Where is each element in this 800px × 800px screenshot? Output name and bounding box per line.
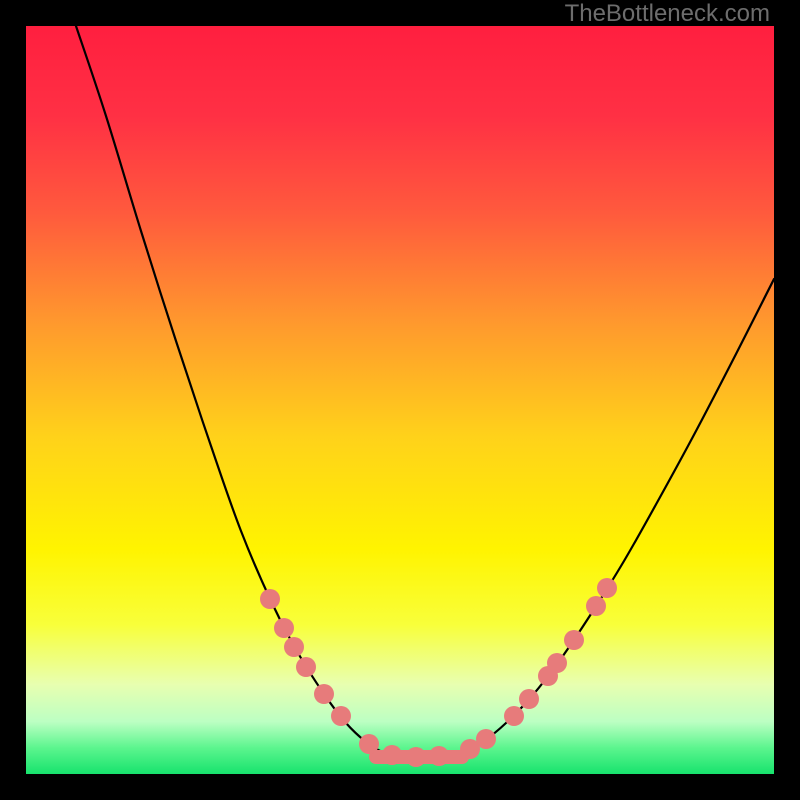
data-marker (597, 578, 617, 598)
data-marker (547, 653, 567, 673)
data-marker (284, 637, 304, 657)
data-marker (476, 729, 496, 749)
data-marker (260, 589, 280, 609)
data-marker (504, 706, 524, 726)
data-marker (296, 657, 316, 677)
chart-frame: TheBottleneck.com (0, 0, 800, 800)
data-marker (586, 596, 606, 616)
plot-area (26, 26, 774, 774)
data-marker (314, 684, 334, 704)
data-marker (382, 745, 402, 765)
data-marker (564, 630, 584, 650)
watermark-text: TheBottleneck.com (565, 0, 770, 28)
data-marker (331, 706, 351, 726)
v-curve-path (76, 26, 774, 758)
data-marker (274, 618, 294, 638)
data-marker (429, 746, 449, 766)
chart-overlay-svg (26, 26, 774, 774)
data-marker (519, 689, 539, 709)
data-marker (406, 747, 426, 767)
data-marker (359, 734, 379, 754)
